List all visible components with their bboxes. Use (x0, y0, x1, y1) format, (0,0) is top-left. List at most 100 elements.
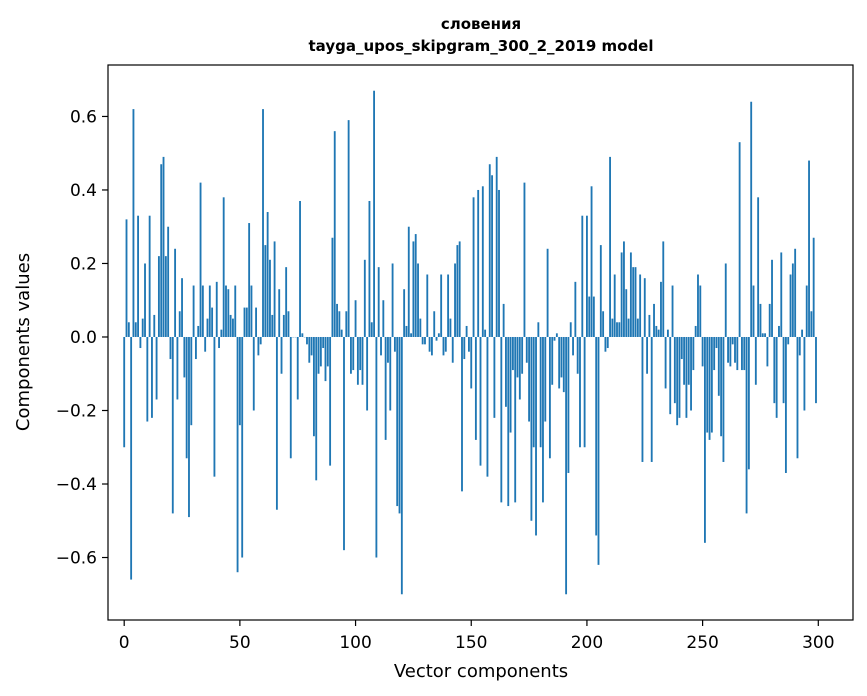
bar-199 (583, 336, 586, 448)
bar-18 (164, 256, 167, 337)
bar-33 (199, 182, 202, 337)
bar-239 (676, 336, 679, 426)
bar-17 (162, 156, 165, 337)
bar-247 (694, 325, 697, 337)
bar-126 (414, 234, 417, 337)
bar-113 (384, 336, 387, 440)
bar-42 (220, 329, 223, 337)
bar-61 (264, 245, 267, 337)
bar-50 (238, 336, 241, 426)
bar-81 (310, 336, 313, 356)
bar-189 (560, 336, 563, 378)
bar-0 (123, 336, 126, 448)
bar-90 (331, 237, 334, 337)
bar-93 (338, 311, 341, 337)
bar-83 (315, 336, 318, 481)
bar-180 (539, 336, 542, 448)
bar-130 (424, 336, 426, 345)
bar-150 (470, 336, 473, 389)
bar-282 (775, 336, 778, 418)
bar-153 (477, 189, 480, 337)
bar-238 (673, 336, 676, 404)
bar-259 (722, 336, 725, 462)
bar-212 (613, 274, 616, 337)
bar-264 (734, 336, 736, 363)
bar-65 (273, 241, 276, 337)
bar-143 (454, 263, 456, 337)
bar-20 (169, 336, 172, 360)
bar-3 (130, 336, 133, 580)
bar-255 (713, 336, 716, 371)
bar-207 (602, 311, 605, 337)
x-axis-ticks: 0 50 100 150 200 250 300 (119, 620, 835, 653)
bar-102 (359, 336, 362, 371)
bar-94 (340, 329, 343, 337)
bar-64 (271, 314, 274, 337)
bar-92 (336, 303, 338, 337)
bar-32 (197, 325, 200, 337)
bar-237 (671, 285, 674, 337)
plot-frame (107, 64, 854, 621)
x-tick-label: 150 (455, 633, 487, 653)
bar-45 (227, 289, 230, 337)
bar-274 (757, 197, 760, 337)
bar-97 (347, 120, 350, 337)
bar-283 (778, 325, 780, 337)
bar-155 (481, 186, 484, 337)
bar-77 (301, 333, 304, 337)
bar-263 (731, 336, 734, 345)
bar-88 (326, 336, 329, 367)
bar-257 (717, 336, 720, 396)
bar-246 (692, 336, 695, 371)
bar-289 (791, 263, 794, 337)
bar-46 (229, 314, 232, 337)
bar-215 (620, 252, 623, 337)
bar-152 (474, 336, 477, 440)
bar-229 (653, 303, 655, 337)
bar-216 (623, 241, 625, 337)
bar-103 (361, 336, 364, 385)
bar-231 (657, 329, 660, 337)
bar-285 (782, 336, 785, 404)
bar-138 (442, 336, 445, 356)
bar-186 (553, 336, 556, 341)
bar-260 (724, 263, 727, 337)
bar-137 (440, 274, 443, 337)
bar-149 (468, 336, 470, 352)
bar-224 (641, 336, 644, 462)
bar-26 (183, 336, 186, 378)
bar-279 (768, 303, 771, 337)
bar-184 (548, 336, 551, 459)
bar-286 (784, 336, 787, 473)
bar-159 (491, 175, 493, 337)
bar-278 (766, 336, 769, 367)
bar-191 (565, 336, 568, 595)
bar-8 (141, 318, 144, 337)
bar-101 (356, 336, 359, 385)
bar-68 (280, 336, 283, 374)
bar-157 (486, 336, 489, 477)
bar-44 (225, 285, 227, 337)
bar-169 (514, 336, 517, 503)
bar-280 (771, 259, 773, 337)
bar-80 (308, 336, 311, 363)
y-axis-label: Components values (13, 253, 34, 431)
bar-127 (417, 263, 419, 337)
bar-91 (333, 131, 336, 337)
y-tick-label: 0.4 (70, 181, 97, 201)
bar-37 (208, 285, 211, 337)
bar-233 (662, 241, 665, 337)
bar-14 (155, 336, 158, 400)
bar-38 (211, 307, 214, 337)
bar-220 (632, 267, 635, 337)
bar-256 (715, 336, 718, 349)
bar-217 (625, 289, 628, 337)
bar-55 (250, 285, 253, 337)
bar-12 (151, 336, 153, 418)
bar-96 (345, 311, 348, 337)
bar-185 (551, 336, 554, 385)
bar-164 (502, 303, 505, 337)
bar-151 (472, 197, 475, 337)
x-tick-label: 0 (119, 633, 130, 653)
bar-211 (611, 318, 614, 337)
